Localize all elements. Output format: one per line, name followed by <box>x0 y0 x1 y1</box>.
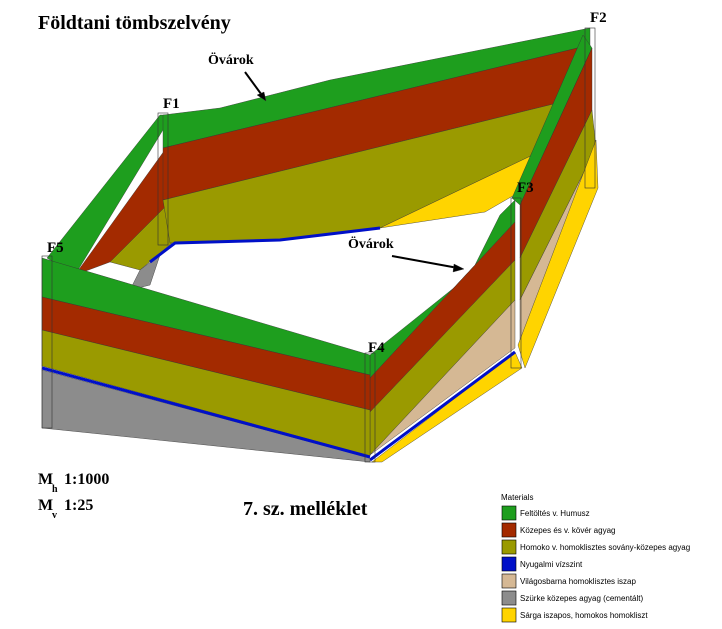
borehole-label: F2 <box>590 10 607 26</box>
legend-swatch <box>501 556 517 572</box>
annotation: Övárok <box>208 51 254 68</box>
borehole <box>584 27 596 189</box>
legend-swatch <box>501 539 517 555</box>
scale: M h 1:1000 M v 1:25 <box>38 471 109 521</box>
legend: Materials Feltöltés v. Humusz Közepes és … <box>501 493 690 623</box>
legend-swatch <box>501 607 517 623</box>
legend-swatch <box>501 590 517 606</box>
borehole <box>510 197 522 369</box>
borehole-label: F5 <box>47 240 64 256</box>
borehole-label: F4 <box>368 340 385 356</box>
water-line <box>149 226 381 264</box>
legend-label: Homoko v. homoklisztes sovány-közepes ag… <box>520 543 690 552</box>
scale-symbol: M <box>38 497 53 514</box>
legend-title: Materials <box>501 493 533 502</box>
legend-label: Közepes és v. kövér agyag <box>520 526 615 535</box>
annotation: Övárok <box>348 235 394 252</box>
title: Földtani tömbszelvény <box>38 12 231 34</box>
scale-symbol: M <box>38 471 53 488</box>
legend-label: Feltöltés v. Humusz <box>520 509 590 518</box>
block <box>41 27 599 463</box>
water-line <box>369 350 516 462</box>
borehole <box>41 255 53 429</box>
borehole-label: F1 <box>163 96 180 112</box>
arrowhead <box>256 91 267 102</box>
legend-swatch <box>501 573 517 589</box>
legend-label: Nyugalmi vízszint <box>520 560 583 569</box>
legend-label: Világosbarna homoklisztes iszap <box>520 577 636 586</box>
borehole <box>157 112 169 246</box>
legend-swatch <box>501 505 517 521</box>
arrowhead <box>452 263 465 273</box>
scale-sub: h <box>52 484 58 495</box>
scale-ratio: 1:1000 <box>64 471 109 488</box>
scale-ratio: 1:25 <box>64 497 93 514</box>
layer <box>517 139 599 369</box>
legend-swatch <box>501 522 517 538</box>
borehole <box>364 352 376 463</box>
borehole-label: F3 <box>517 180 534 196</box>
water-line <box>41 366 371 459</box>
appendix-label: 7. sz. melléklet <box>243 498 368 520</box>
layer <box>369 299 516 456</box>
arrow <box>391 255 459 269</box>
scale-sub: v <box>52 510 57 521</box>
legend-label: Szürke közepes agyag (cementált) <box>520 594 644 603</box>
legend-label: Sárga iszapos, homokos homokliszt <box>520 611 648 620</box>
